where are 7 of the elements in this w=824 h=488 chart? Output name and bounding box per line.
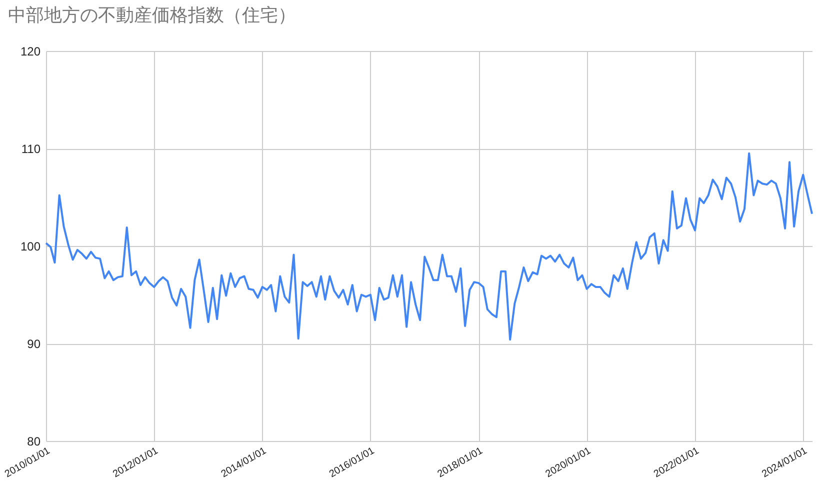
line-series <box>45 152 813 341</box>
y-tick-label: 110 <box>21 142 41 156</box>
y-tick-label: 80 <box>27 434 41 448</box>
chart-title: 中部地方の不動産価格指数（住宅） <box>8 5 296 25</box>
y-tick-label: 120 <box>20 44 41 58</box>
y-tick-label: 100 <box>20 240 41 254</box>
y-tick-label: 90 <box>27 337 41 351</box>
